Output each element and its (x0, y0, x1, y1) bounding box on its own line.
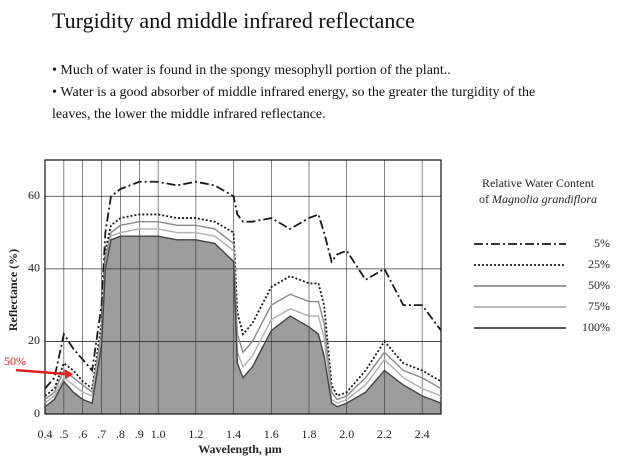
annotation-arrow (15, 368, 68, 376)
x-tick-label: 1.8 (302, 427, 317, 441)
legend-label: 100% (582, 320, 610, 334)
legend-label: 50% (588, 278, 610, 292)
x-tick-label: 2.0 (339, 427, 354, 441)
x-tick-label: 2.2 (377, 427, 392, 441)
area (45, 236, 441, 414)
legend-label: 25% (588, 257, 610, 271)
legend-label: 5% (594, 236, 610, 250)
x-tick-label: 1.0 (151, 427, 166, 441)
x-axis-label: Wavelength, µm (198, 442, 282, 456)
x-tick-label: 0.4 (38, 427, 53, 441)
y-tick-label: 40 (28, 261, 40, 275)
x-tick-label: 1.4 (226, 427, 241, 441)
series-line (44, 180, 442, 390)
x-tick-label: .5 (59, 427, 68, 441)
bullet-list: Much of water is found in the spongy mes… (52, 60, 572, 126)
x-tick-label: 1.6 (264, 427, 279, 441)
y-axis-label: Reflectance (%) (6, 249, 20, 331)
x-tick-label: 1.2 (188, 427, 203, 441)
x-tick-label: .8 (116, 427, 125, 441)
y-tick-label: 20 (28, 333, 40, 347)
slide-title: Turgidity and middle infrared reflectanc… (52, 8, 415, 33)
legend-label: 75% (588, 299, 610, 313)
annotation: 50% (4, 354, 26, 368)
series-line (44, 235, 442, 408)
legend-title: Relative Water Content (482, 176, 595, 190)
plot-frame (44, 159, 442, 415)
x-tick-label: .7 (97, 427, 106, 441)
y-tick-label: 60 (28, 188, 40, 202)
bullet: Water is a good absorber of middle infra… (52, 82, 572, 126)
x-tick-label: .9 (135, 427, 144, 441)
y-tick-label: 0 (34, 406, 40, 420)
legend-title: of Magnolia grandiflora (479, 192, 597, 206)
x-tick-label: 2.4 (415, 427, 430, 441)
bullet: Much of water is found in the spongy mes… (52, 60, 572, 82)
x-tick-label: .6 (78, 427, 87, 441)
annotation-arrowhead (64, 369, 74, 380)
